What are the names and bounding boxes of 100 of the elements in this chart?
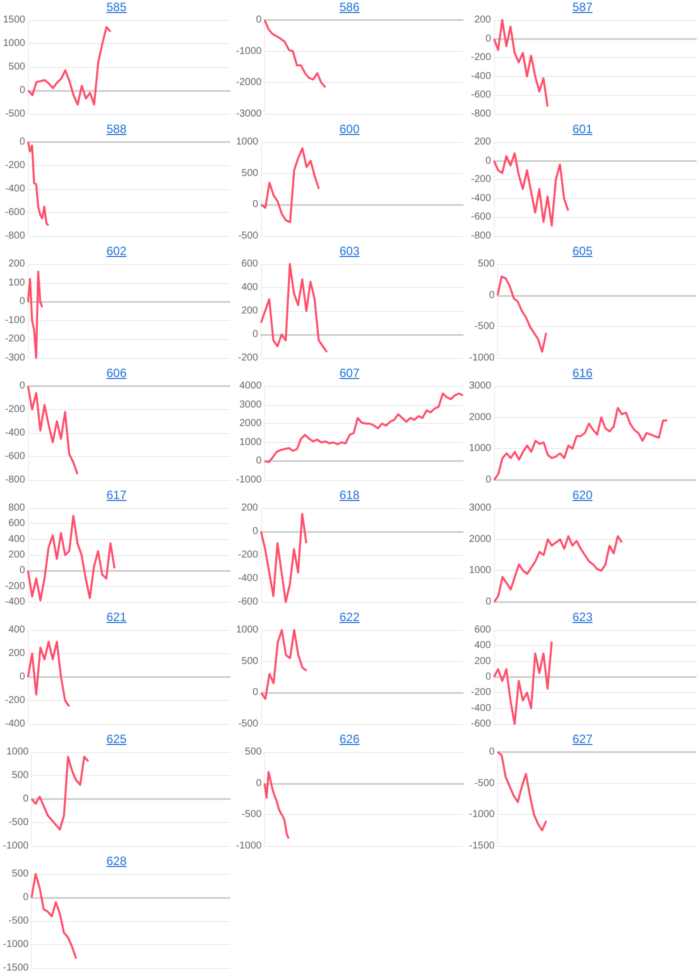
chart-title: 607 xyxy=(338,366,361,380)
y-tick-label: 500 xyxy=(478,258,496,270)
y-tick-label: 0 xyxy=(256,14,262,26)
chart-title: 628 xyxy=(105,854,128,868)
y-tick-label: 0 xyxy=(252,199,259,210)
y-tick-label: -800 xyxy=(4,230,26,242)
y-tick-label: -1000 xyxy=(469,352,496,364)
y-tick-label: 2000 xyxy=(468,534,492,545)
y-tick-label: 0 xyxy=(489,290,496,301)
line-series xyxy=(27,270,44,359)
y-tick-label: 1000 xyxy=(236,136,259,148)
chart-title: 622 xyxy=(338,610,361,624)
chart-title: 625 xyxy=(105,732,128,746)
y-tick-label: -500 xyxy=(8,916,30,926)
y-tick-label: -600 xyxy=(4,451,26,462)
line-series xyxy=(264,392,464,464)
line-series xyxy=(493,640,553,725)
line-series xyxy=(27,385,78,476)
y-tick-label: -3000 xyxy=(236,108,262,120)
y-tick-label: -200 xyxy=(470,52,492,64)
y-tick-label: -200 xyxy=(4,160,26,171)
y-tick-label: -400 xyxy=(4,596,26,608)
chart-title: 605 xyxy=(571,244,594,258)
y-tick-label: -600 xyxy=(470,90,492,101)
y-tick-label: -500 xyxy=(238,718,259,730)
y-tick-label: 200 xyxy=(474,14,492,26)
y-tick-label: -800 xyxy=(4,474,26,486)
y-tick-label: -600 xyxy=(470,718,492,730)
y-tick-label: 200 xyxy=(8,648,26,659)
line-series xyxy=(27,514,116,602)
y-tick-label: -200 xyxy=(4,695,26,706)
y-tick-label: 0 xyxy=(20,85,26,96)
line-series xyxy=(493,406,668,481)
y-tick-label: 0 xyxy=(252,329,258,340)
y-tick-label: 3000 xyxy=(468,380,492,392)
line-series xyxy=(260,147,320,224)
y-tick-label: -500 xyxy=(5,108,26,120)
y-tick-label: 0 xyxy=(19,380,26,392)
y-tick-label: 800 xyxy=(8,502,26,514)
y-tick-label: 0 xyxy=(19,136,26,148)
y-tick-label: -600 xyxy=(238,596,258,608)
y-tick-label: -1500 xyxy=(469,840,496,852)
y-tick-label: 600 xyxy=(474,624,492,636)
y-tick-label: -400 xyxy=(4,428,26,438)
y-tick-label: 0 xyxy=(23,892,30,903)
y-tick-label: 3000 xyxy=(239,399,262,410)
y-tick-label: 0 xyxy=(256,456,262,467)
y-tick-label: -800 xyxy=(470,108,492,120)
y-tick-label: 4000 xyxy=(239,380,262,392)
y-tick-label: 2000 xyxy=(239,418,262,430)
y-tick-label: -200 xyxy=(238,550,258,560)
y-tick-label: -400 xyxy=(238,573,258,584)
line-series xyxy=(27,141,50,226)
y-tick-label: -2000 xyxy=(236,77,262,88)
y-tick-label: 200 xyxy=(8,550,26,560)
line-series xyxy=(264,771,290,840)
y-tick-label: -500 xyxy=(238,230,259,242)
y-tick-label: -1000 xyxy=(3,840,30,852)
y-tick-label: 1500 xyxy=(2,14,26,26)
chart-title: 588 xyxy=(105,122,128,136)
y-tick-label: 1000 xyxy=(236,624,259,636)
y-tick-label: -400 xyxy=(470,70,492,82)
y-tick-label: 0 xyxy=(486,596,492,608)
y-tick-label: 0 xyxy=(19,296,26,308)
chart-title: 626 xyxy=(338,732,361,746)
y-tick-label: -1000 xyxy=(236,840,262,852)
y-tick-label: -100 xyxy=(4,314,26,326)
y-tick-label: 0 xyxy=(485,33,492,44)
chart-title: 621 xyxy=(105,610,128,624)
line-series xyxy=(493,19,549,108)
chart-title: 586 xyxy=(338,0,361,14)
y-tick-label: 200 xyxy=(8,258,26,270)
chart-title: 616 xyxy=(571,366,594,380)
y-tick-label: 1000 xyxy=(468,565,492,576)
y-tick-label: 200 xyxy=(474,656,492,667)
y-tick-label: 1000 xyxy=(239,436,262,448)
y-tick-label: -300 xyxy=(4,352,26,364)
y-tick-label: 500 xyxy=(242,656,259,667)
y-tick-label: -600 xyxy=(470,212,492,223)
y-tick-label: 500 xyxy=(12,868,30,880)
chart-title: 600 xyxy=(338,122,361,136)
y-tick-label: 0 xyxy=(489,746,496,758)
line-series xyxy=(30,873,78,960)
y-tick-label: -1000 xyxy=(469,809,496,820)
y-tick-label: 200 xyxy=(474,136,492,148)
line-series xyxy=(264,19,326,88)
y-tick-label: 600 xyxy=(8,518,26,530)
chart-title: 602 xyxy=(105,244,128,258)
chart-title: 627 xyxy=(571,732,594,746)
line-series xyxy=(493,152,570,227)
y-tick-label: -200 xyxy=(470,687,492,698)
y-tick-label: 600 xyxy=(241,258,258,270)
chart-title: 603 xyxy=(338,244,361,258)
y-tick-label: -400 xyxy=(470,192,492,204)
y-tick-label: 0 xyxy=(485,672,492,682)
y-tick-label: 100 xyxy=(8,277,26,288)
y-tick-label: 3000 xyxy=(468,502,492,514)
y-tick-label: -200 xyxy=(238,352,258,364)
y-tick-label: -400 xyxy=(4,184,26,194)
chart-title: 606 xyxy=(105,366,128,380)
